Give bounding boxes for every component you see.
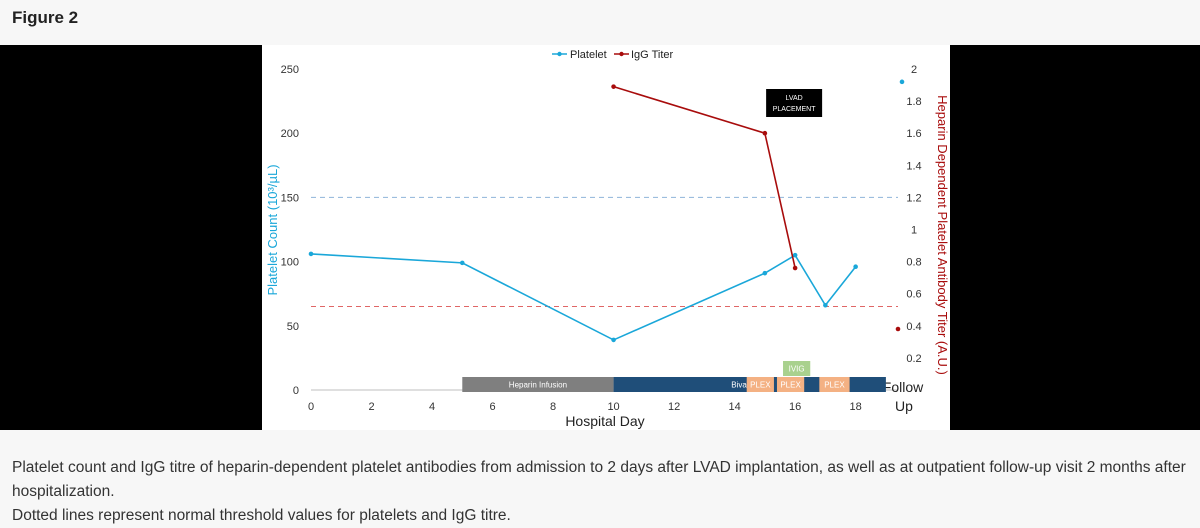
ivig-bar bbox=[783, 361, 811, 376]
y-tick-label: 150 bbox=[281, 192, 299, 204]
y2-tick-label: 0.6 bbox=[906, 289, 921, 301]
x-tick-label: 2 bbox=[368, 401, 374, 413]
y2-tick-label: 1 bbox=[911, 225, 917, 237]
y2-tick-label: 0.4 bbox=[906, 321, 921, 333]
chart-area: Platelet IgG Titer 0 50 100 150 200 250 0.2 0.4 0.… bbox=[262, 45, 950, 430]
x-tick-label: 14 bbox=[728, 401, 740, 413]
data-point-platelet bbox=[792, 252, 798, 258]
treatment-bar-label: PLEX bbox=[780, 381, 801, 390]
y-tick-label: 200 bbox=[281, 128, 299, 140]
data-point-platelet bbox=[308, 251, 314, 257]
y-tick-label: 0 bbox=[293, 385, 299, 397]
x-tick-label: 16 bbox=[789, 401, 801, 413]
caption-line-1: Platelet count and IgG titre of heparin-… bbox=[12, 459, 1186, 500]
ivig-label: IVIG bbox=[789, 365, 805, 374]
y2-tick-label: 1.2 bbox=[906, 192, 921, 204]
legend-platelet-label: Platelet bbox=[570, 49, 607, 61]
figure-caption: Platelet count and IgG titre of heparin-… bbox=[12, 456, 1200, 528]
data-point-platelet bbox=[611, 337, 616, 343]
x-tick-label: 10 bbox=[607, 401, 619, 413]
lvad-annotation-box bbox=[766, 89, 823, 117]
lvad-annotation-line1: LVAD bbox=[785, 95, 802, 102]
data-point-platelet bbox=[459, 260, 465, 266]
y-tick-label: 100 bbox=[281, 257, 299, 269]
left-black-margin bbox=[0, 45, 262, 430]
y-tick-label: 250 bbox=[281, 64, 299, 76]
data-point-igg-titer bbox=[611, 84, 616, 89]
x-tick-label: 6 bbox=[489, 401, 495, 413]
y2-tick-label: 1.4 bbox=[906, 160, 921, 172]
followup-label-line2: Up bbox=[895, 398, 913, 414]
platelet-igg-chart: Platelet IgG Titer0501001502002500.20.40.… bbox=[265, 49, 950, 429]
y2-tick-label: 1.8 bbox=[906, 96, 921, 108]
right-black-margin bbox=[950, 45, 1200, 430]
y2-tick-label: 2 bbox=[911, 64, 917, 76]
data-point-platelet bbox=[823, 302, 828, 308]
y2-tick-label: 0.2 bbox=[906, 353, 921, 365]
series-line-platelet bbox=[310, 253, 857, 341]
treatment-bar-label: PLEX bbox=[824, 381, 845, 390]
y2-axis-title: Heparin Dependent Platelet Antibody Tite… bbox=[935, 95, 950, 375]
data-point-platelet bbox=[853, 264, 858, 270]
x-tick-label: 0 bbox=[308, 401, 314, 413]
treatment-bar-label: Heparin Infusion bbox=[509, 381, 567, 390]
y-tick-label: 50 bbox=[287, 321, 299, 333]
followup-point-platelet bbox=[899, 79, 905, 85]
data-point-igg-titer bbox=[792, 265, 798, 271]
x-tick-label: 4 bbox=[429, 401, 435, 413]
y2-tick-label: 0.8 bbox=[906, 257, 921, 269]
treatment-bar-label: PLEX bbox=[750, 381, 771, 390]
legend-platelet-marker bbox=[557, 51, 562, 57]
y-axis-title: Platelet Count (10³/µL) bbox=[265, 164, 280, 295]
followup-label-line1: Follow bbox=[883, 379, 924, 395]
treatment-bar-3 bbox=[776, 377, 805, 392]
x-tick-label: 8 bbox=[550, 401, 556, 413]
lvad-annotation-line2: PLACEMENT bbox=[773, 106, 817, 113]
treatment-bar-4 bbox=[819, 377, 850, 392]
legend-igg-label: IgG Titer bbox=[631, 49, 674, 61]
followup-point-igg-titer bbox=[895, 326, 901, 332]
treatment-bar-0 bbox=[462, 377, 614, 392]
treatment-bar-2 bbox=[746, 377, 774, 392]
x-axis-title: Hospital Day bbox=[565, 413, 644, 429]
data-point-platelet bbox=[762, 270, 768, 276]
figure-title: Figure 2 bbox=[12, 8, 79, 27]
y2-tick-label: 1.6 bbox=[906, 128, 921, 140]
x-tick-label: 12 bbox=[668, 401, 680, 413]
data-point-igg-titer bbox=[762, 130, 768, 136]
x-tick-label: 18 bbox=[850, 401, 862, 413]
legend-igg-marker bbox=[619, 51, 624, 57]
